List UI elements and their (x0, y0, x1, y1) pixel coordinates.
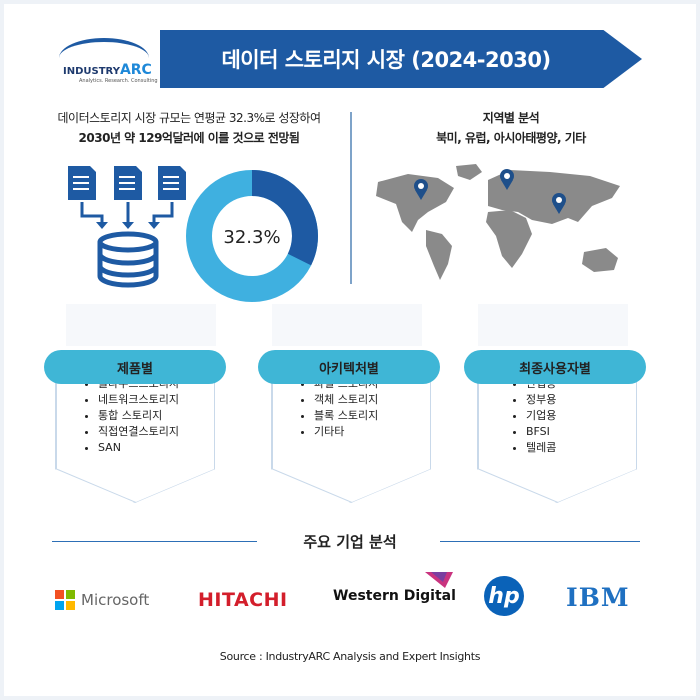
segment-card-end-user: 산업용정부용기업용BFSI텔레콤 (477, 368, 637, 503)
location-pin-icon (414, 179, 428, 200)
divider (350, 112, 352, 284)
market-summary: 데이터스토리지 시장 규모는 연평균 32.3%로 성장하여 2030년 약 12… (57, 111, 322, 145)
companies-title: 주요 기업 분석 (303, 533, 397, 551)
segment-title-architecture: 아키텍처별 (258, 350, 440, 384)
location-pin-icon (500, 169, 514, 190)
title-banner: 데이터 스토리지 시장 (2024-2030) (160, 30, 642, 88)
divider (52, 541, 257, 542)
segment-title-end-user: 최종사용자별 (464, 350, 646, 384)
document-icon (114, 166, 142, 200)
industryarc-logo: INDUSTRYARC Analytics. Research. Consult… (55, 38, 158, 84)
microsoft-logo: Microsoft (55, 590, 149, 610)
world-map (376, 164, 620, 280)
ibm-logo: IBM (566, 583, 630, 612)
donut-label: 32.3% (223, 227, 280, 248)
source-note: Source : IndustryARC Analysis and Expert… (219, 650, 481, 663)
divider (440, 541, 640, 542)
page-title: 데이터 스토리지 시장 (2024-2030) (221, 48, 551, 72)
segment-title-product: 제품별 (44, 350, 226, 384)
document-icon (158, 166, 186, 200)
hp-logo: hp (484, 576, 524, 616)
growth-donut: 32.3% (186, 170, 318, 302)
database-icon (97, 231, 159, 288)
location-pin-icon (552, 193, 566, 214)
western-digital-logo: Western Digital (333, 572, 456, 604)
segment-card-product: 클라우드스토리지네트워크스토리지통합 스토리지직접연결스토리지SAN (55, 368, 215, 503)
region-summary: 지역별 분석 북미, 유럽, 아시아태평양, 기타 (436, 111, 586, 145)
document-icon (68, 166, 96, 200)
hitachi-logo: HITACHI (198, 589, 288, 611)
data-to-database-icon (68, 166, 186, 288)
donut-highlight (186, 170, 318, 302)
